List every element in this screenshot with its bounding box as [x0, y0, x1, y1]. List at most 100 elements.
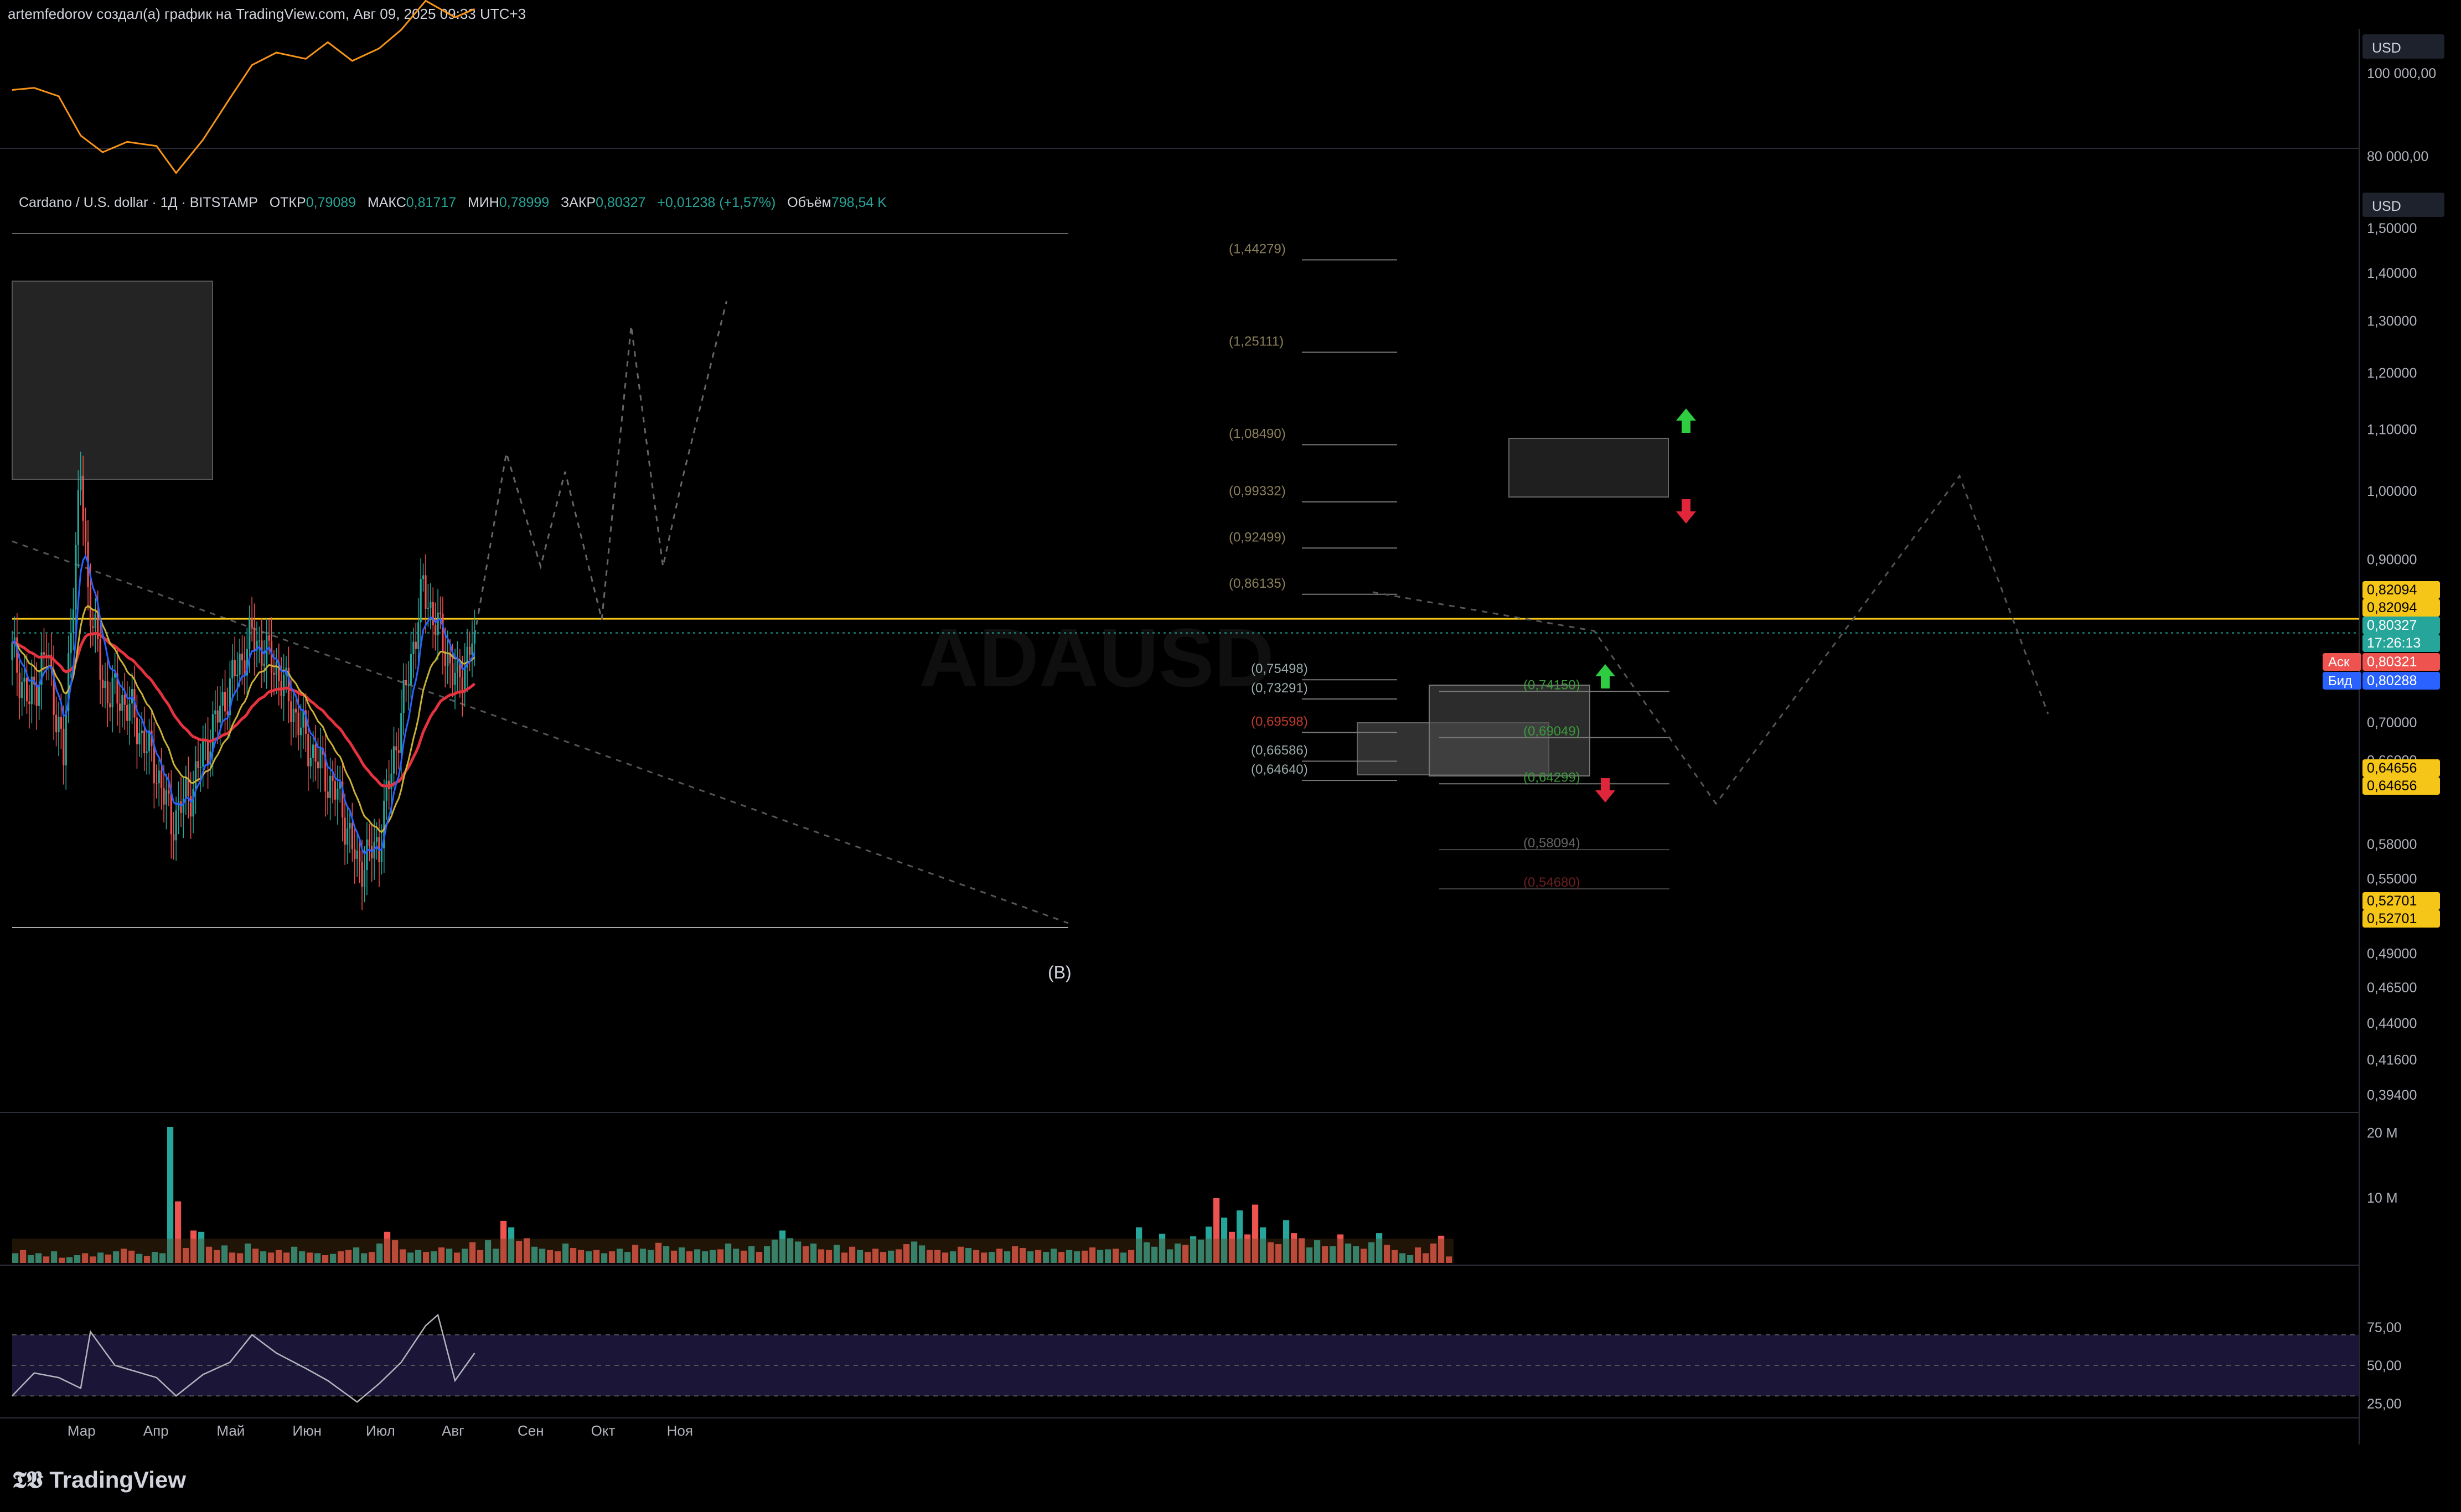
- trend-line: [12, 540, 1069, 924]
- fib-level-label: (0,92499): [1229, 530, 1286, 545]
- candle-body: [219, 706, 221, 723]
- candle-body: [314, 744, 317, 762]
- volume-bar: [586, 1251, 592, 1263]
- volume-bar: [562, 1243, 569, 1263]
- volume-bar: [121, 1249, 127, 1263]
- volume-bar: [834, 1245, 840, 1263]
- price-label-badge: [2362, 672, 2440, 690]
- volume-bar: [159, 1253, 166, 1263]
- candle-body: [68, 653, 70, 711]
- volume-bar: [1105, 1249, 1111, 1263]
- candle-body: [390, 773, 392, 790]
- candle-body: [356, 851, 358, 859]
- candle-body: [307, 734, 309, 767]
- volume-bar: [1361, 1249, 1367, 1263]
- candle-body: [136, 717, 138, 744]
- volume-bar: [942, 1252, 949, 1263]
- candle-body: [299, 727, 302, 736]
- candle-body: [324, 754, 327, 792]
- fib-level-label: (0,73291): [1251, 681, 1308, 696]
- rsi-axis-tick: 25,00: [2367, 1396, 2402, 1412]
- volume-bar: [1051, 1249, 1057, 1263]
- candle-body: [224, 692, 226, 712]
- candle-body: [72, 609, 75, 633]
- symbol-legend[interactable]: Cardano / U.S. dollar · 1Д · BITSTAMP ОТ…: [19, 195, 887, 211]
- volume-bar: [283, 1252, 290, 1263]
- volume-bar: [671, 1250, 678, 1263]
- price-axis-tick: 1,10000: [2367, 422, 2417, 437]
- rsi-axis-tick: 75,00: [2367, 1320, 2402, 1335]
- moving-average-line: [12, 631, 476, 788]
- up-arrow: [1595, 664, 1615, 688]
- volume-bar: [741, 1250, 747, 1263]
- legend-low-label: МИН: [467, 195, 499, 210]
- volume-bar: [1376, 1233, 1383, 1263]
- volume-bar: [43, 1256, 50, 1263]
- candle-body: [158, 770, 160, 784]
- candle-body: [111, 677, 113, 708]
- price-axis-tick: 0,55000: [2367, 871, 2417, 887]
- volume-bar: [51, 1251, 58, 1263]
- candle-body: [185, 778, 187, 799]
- volume-bar: [152, 1252, 158, 1263]
- candle-body: [92, 626, 94, 628]
- candle-body: [58, 717, 60, 733]
- time-axis-tick: Сен: [518, 1422, 544, 1439]
- volume-bar: [655, 1242, 662, 1263]
- candle-body: [187, 778, 189, 796]
- volume-bar: [1198, 1239, 1204, 1263]
- up-arrow: [1676, 408, 1696, 433]
- volume-bar: [1337, 1234, 1344, 1263]
- volume-bar: [1330, 1246, 1336, 1263]
- price-label: 0,82094: [2367, 582, 2417, 598]
- candle-body: [346, 829, 349, 845]
- volume-bar: [896, 1249, 902, 1263]
- candle-body: [368, 839, 370, 846]
- volume-bar: [710, 1250, 716, 1263]
- volume-bar: [252, 1249, 259, 1263]
- price-label: 0,52701: [2367, 911, 2417, 926]
- legend-volume: 798,54 K: [831, 195, 887, 210]
- volume-bar: [748, 1246, 755, 1263]
- volume-bar: [1113, 1249, 1119, 1263]
- volume-bar: [725, 1243, 732, 1263]
- candle-body: [156, 783, 158, 784]
- volume-bar: [795, 1241, 802, 1263]
- price-axis-tick: 1,30000: [2367, 314, 2417, 329]
- candle-body: [435, 625, 437, 635]
- candle-body: [138, 733, 141, 744]
- volume-bar: [314, 1253, 321, 1263]
- candle-body: [89, 587, 92, 626]
- wave-label: (B): [1048, 962, 1072, 982]
- candle-body: [229, 678, 231, 716]
- candle-body: [85, 520, 87, 542]
- price-label-tag: [2323, 672, 2361, 690]
- candle-body: [452, 663, 454, 685]
- volume-bar: [423, 1252, 430, 1263]
- volume-bar: [1213, 1198, 1220, 1263]
- candle-body: [99, 639, 101, 680]
- price-axis-tick: 1,00000: [2367, 484, 2417, 499]
- volume-bar: [973, 1250, 980, 1263]
- fib-level-label: (0,86135): [1229, 576, 1286, 591]
- candle-body: [226, 711, 229, 716]
- volume-bar: [927, 1250, 933, 1263]
- volume-bar: [276, 1250, 282, 1263]
- candle-body: [70, 632, 72, 654]
- volume-bar: [679, 1247, 685, 1263]
- candle-body: [165, 790, 168, 805]
- volume-bar: [663, 1246, 670, 1263]
- volume-bar: [787, 1238, 794, 1263]
- volume-bar: [1423, 1253, 1429, 1263]
- candle-body: [459, 661, 461, 677]
- price-label-badge: [2362, 910, 2440, 928]
- rsi-line: [12, 1313, 475, 1403]
- tradingview-logo[interactable]: 𝕿𝖁 TradingView: [12, 1467, 186, 1494]
- candle-body: [197, 761, 199, 768]
- candle-body: [11, 642, 13, 661]
- candle-body: [161, 770, 163, 789]
- fib-level-label: (1,08490): [1229, 427, 1286, 442]
- legend-close: 0,80327: [596, 195, 646, 210]
- volume-bar: [167, 1127, 174, 1263]
